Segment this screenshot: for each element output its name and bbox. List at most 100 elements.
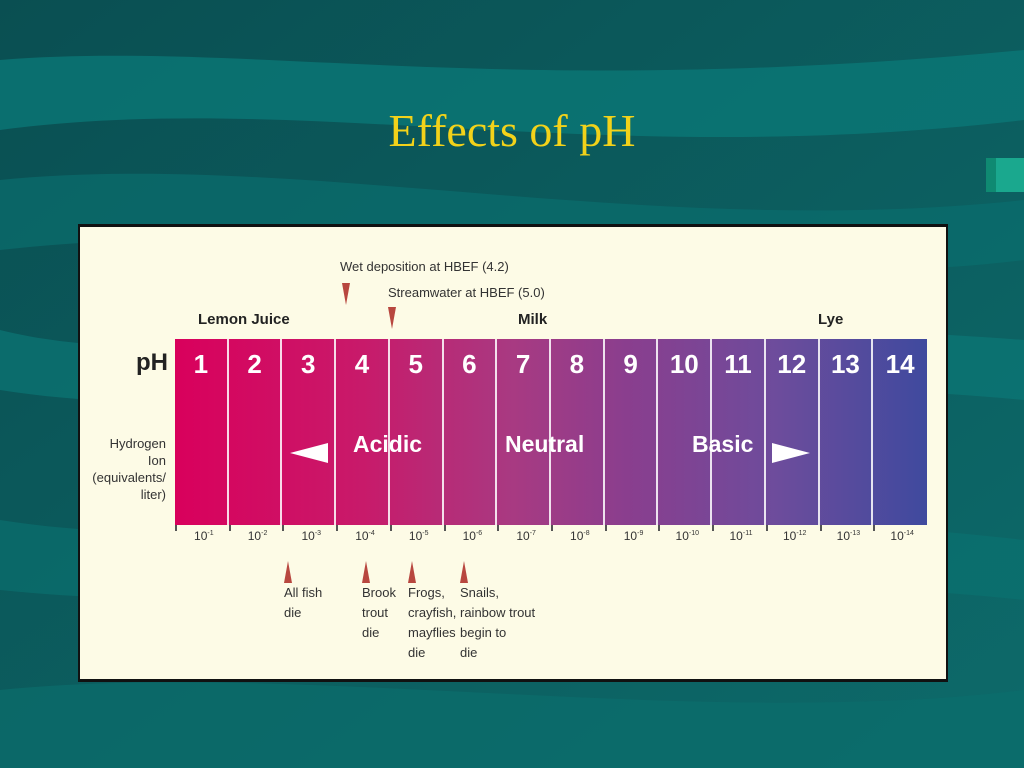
hydrogen-tick [443, 525, 446, 531]
ph-cell-11: 11 [712, 339, 766, 525]
hydrogen-value-13: 10-13 [826, 529, 872, 543]
hydrogen-value-5: 10-5 [396, 529, 442, 543]
hydrogen-exponent: -12 [796, 530, 807, 537]
hydrogen-base: 10 [623, 529, 638, 543]
fish-effect-label: All fish die [284, 585, 323, 620]
frogs-effect-marker [408, 561, 416, 583]
hydrogen-row-label: Hydrogen Ion (equivalents/ liter) [92, 436, 166, 502]
hydrogen-value-12: 10-12 [772, 529, 818, 543]
hydrogen-base: 10 [890, 529, 904, 543]
ph-value-1: 1 [193, 349, 209, 379]
hydrogen-base: 10 [247, 529, 262, 543]
hydrogen-tick [819, 525, 822, 531]
hydrogen-exponent: -1 [207, 530, 214, 537]
milk-label: Milk [518, 311, 548, 328]
hydrogen-base: 10 [782, 529, 797, 543]
hydrogen-base: 10 [675, 529, 689, 543]
ph-diagram-panel: Wet deposition at HBEF (4.2) Streamwater… [78, 224, 948, 682]
ph-cell-9: 9 [605, 339, 659, 525]
frogs-effect-label: Frogs, crayfish, mayflies die [408, 585, 457, 660]
brook-trout-effect-marker [362, 561, 370, 583]
ph-cell-2: 2 [229, 339, 283, 525]
hydrogen-tick [551, 525, 553, 531]
ph-value-7: 7 [515, 349, 531, 379]
hydrogen-value-9: 10-9 [611, 529, 657, 543]
ph-cell-7: 7 [497, 339, 551, 525]
ph-row-label: pH [136, 349, 168, 376]
wet-deposition-marker [342, 283, 350, 305]
ph-value-8: 8 [569, 349, 585, 379]
snails-effect-marker [460, 561, 468, 583]
ph-cell-6: 6 [444, 339, 498, 525]
snails-effect-label: Snails, rainbow trout begin to die [460, 585, 536, 660]
ph-cell-13: 13 [820, 339, 874, 525]
hydrogen-ion-scale: 10-1 10-2 10-3 10-4 10-5 10-6 10-7 10-8 10-9 10-1… [175, 525, 927, 545]
ph-value-13: 13 [830, 349, 860, 379]
ph-cell-1: 1 [175, 339, 229, 525]
hydrogen-tick [712, 525, 715, 531]
hydrogen-exponent: -10 [688, 530, 700, 537]
hydrogen-exponent: -7 [529, 530, 536, 537]
ph-cell-14: 14 [873, 339, 927, 525]
ph-cell-12: 12 [766, 339, 820, 525]
hydrogen-value-14: 10-14 [879, 529, 925, 543]
hydrogen-exponent: -9 [637, 530, 644, 537]
hydrogen-base: 10 [516, 529, 530, 543]
ph-cell-10: 10 [658, 339, 713, 525]
hydrogen-value-8: 10-8 [557, 529, 603, 543]
hydrogen-base: 10 [408, 529, 423, 543]
hydrogen-base: 10 [355, 529, 369, 543]
hydrogen-value-2: 10-2 [235, 529, 281, 543]
ph-cell-4: 4 [336, 339, 390, 525]
ph-value-4: 4 [354, 349, 370, 379]
streamwater-marker [388, 307, 396, 329]
basic-zone-label: Basic [692, 431, 754, 457]
left-arrow-icon [290, 443, 328, 463]
hydrogen-tick [228, 525, 231, 531]
hydrogen-value-11: 10-11 [718, 529, 764, 543]
hydrogen-exponent: -6 [475, 530, 483, 537]
hydrogen-tick [765, 525, 768, 531]
hydrogen-tick [604, 525, 607, 531]
hydrogen-base: 10 [729, 529, 743, 543]
streamwater-label: Streamwater at HBEF (5.0) [388, 285, 545, 300]
hydrogen-value-7: 10-7 [503, 529, 549, 543]
lye-label: Lye [818, 311, 844, 328]
hydrogen-tick [873, 525, 876, 531]
hydrogen-value-1: 10-1 [181, 529, 227, 543]
ph-value-10: 10 [669, 349, 699, 379]
hydrogen-exponent: -13 [850, 530, 861, 537]
hydrogen-tick [336, 525, 339, 531]
hydrogen-exponent: -14 [903, 530, 914, 537]
hydrogen-exponent: -8 [583, 530, 590, 537]
hydrogen-exponent: -5 [422, 530, 429, 537]
hydrogen-tick [389, 525, 392, 531]
hydrogen-tick [658, 525, 661, 531]
ph-value-5: 5 [408, 349, 423, 379]
hydrogen-value-10: 10-10 [664, 529, 710, 543]
ph-value-12: 12 [777, 349, 807, 379]
hydrogen-value-4: 10-4 [342, 529, 388, 543]
hydrogen-exponent: -4 [368, 530, 375, 537]
hydrogen-base: 10 [462, 529, 476, 543]
ph-cell-5: 5 [390, 339, 444, 525]
hydrogen-value-3: 10-3 [288, 529, 334, 543]
acidic-zone-label: Acidic [353, 431, 423, 457]
brook-trout-effect-label: Brook trout die [362, 585, 396, 640]
wet-deposition-label: Wet deposition at HBEF (4.2) [340, 259, 509, 274]
hydrogen-tick [497, 525, 500, 531]
right-arrow-icon [772, 443, 810, 463]
ph-scale-bar: 1 2 3 4 5 6 7 8 9 10 11 12 13 14 Acidic Neutral Basic [175, 339, 927, 525]
ph-value-9: 9 [623, 349, 638, 379]
ph-value-14: 14 [885, 349, 915, 379]
slide-title: Effects of pH [388, 105, 636, 156]
lemon-juice-label: Lemon Juice [198, 311, 290, 328]
ph-value-2: 2 [247, 349, 262, 379]
hydrogen-base: 10 [570, 529, 584, 543]
hydrogen-value-6: 10-6 [450, 529, 496, 543]
hydrogen-base: 10 [836, 529, 851, 543]
ph-value-6: 6 [462, 349, 477, 379]
ph-value-11: 11 [724, 349, 752, 379]
hydrogen-exponent: -2 [261, 530, 268, 537]
hydrogen-base: 10 [194, 529, 208, 543]
